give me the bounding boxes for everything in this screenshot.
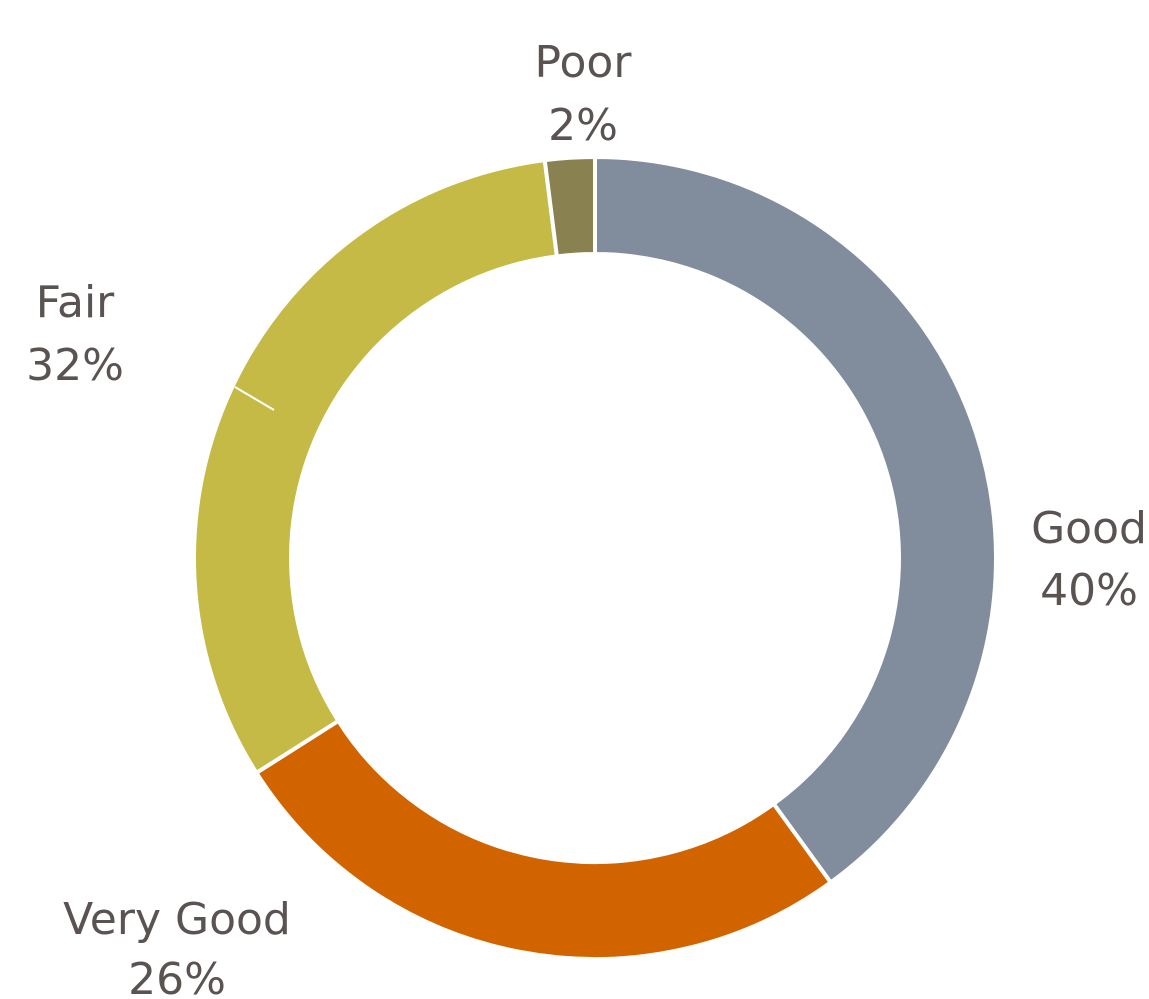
slice-poor [542, 154, 597, 259]
label-category-fair: Fair [36, 277, 115, 328]
slice-fair [192, 157, 560, 776]
label-category-poor: Poor [535, 37, 633, 88]
label-value-good: 40% [1040, 565, 1138, 616]
label-category-good: Good [1031, 503, 1147, 554]
slice-very-good [253, 718, 834, 961]
leader-line-fair [234, 386, 275, 411]
label-value-poor: 2% [548, 100, 618, 151]
donut-labels: Good 40% Very Good 26% Fair 32% Poor 2% [26, 37, 1147, 999]
label-value-fair: 32% [26, 340, 124, 391]
slice-good [593, 154, 998, 886]
label-category-very-good: Very Good [63, 894, 291, 945]
donut-slices [192, 154, 998, 961]
label-value-very-good: 26% [128, 954, 226, 999]
